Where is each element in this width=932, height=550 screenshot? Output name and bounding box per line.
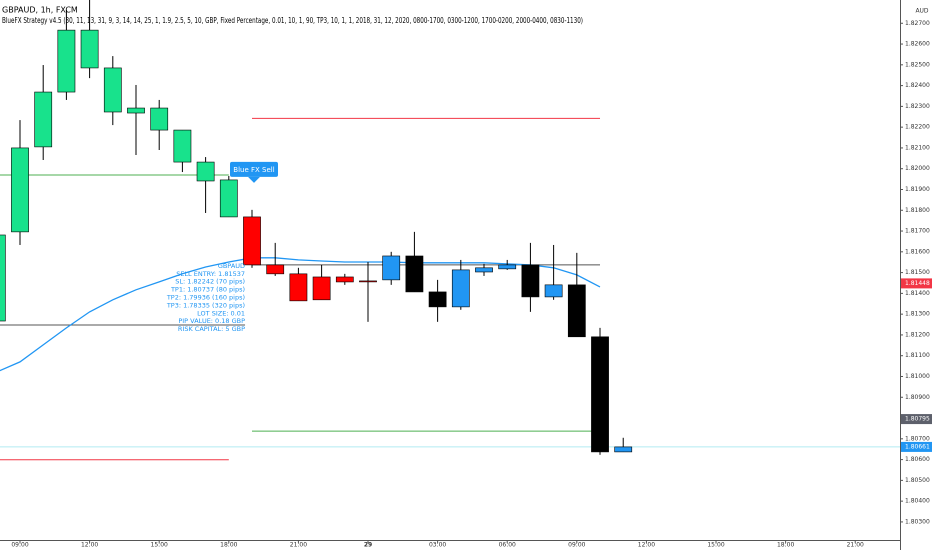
- candle-body: [428, 291, 447, 308]
- y-tick-label: 1.82600: [905, 41, 930, 48]
- y-tick-label: 1.81800: [905, 207, 930, 214]
- candle-body: [614, 446, 633, 453]
- signal-info: GBPAUD: [218, 262, 245, 270]
- signal-box: [230, 161, 279, 177]
- x-tick-label: 15:00: [707, 542, 724, 549]
- x-tick-label: 18:00: [777, 542, 794, 549]
- candle-body: [475, 267, 493, 273]
- moving-average: [0, 257, 601, 372]
- x-tick-label: 12:00: [638, 542, 655, 549]
- signal-label: Blue FX Sell: [233, 166, 274, 174]
- y-tick-label: 1.81600: [905, 248, 930, 255]
- x-tick-label: 18:00: [220, 542, 237, 549]
- y-tick-label: 1.82500: [905, 61, 930, 68]
- y-tick-label: 1.82400: [905, 82, 930, 89]
- candle-body: [521, 264, 540, 298]
- plot-area: [0, 0, 900, 461]
- x-tick-label: 21:00: [290, 542, 307, 549]
- candle-body: [266, 264, 285, 275]
- price-tag-label: 1.80661: [905, 443, 930, 450]
- signal-info: TP2: 1.79936 (160 pips): [166, 294, 245, 302]
- x-tick-label: 09:00: [11, 542, 28, 549]
- y-tick-label: 1.80600: [905, 456, 930, 463]
- y-tick-label: 1.82300: [905, 103, 930, 110]
- y-tick-label: 1.81900: [905, 186, 930, 193]
- x-tick-label: 03:00: [429, 542, 446, 549]
- signal-info: TP3: 1.78335 (320 pips): [166, 301, 245, 309]
- signal-pointer: [248, 176, 261, 183]
- x-tick-label: 06:00: [499, 542, 516, 549]
- candle-body: [173, 129, 192, 163]
- signal-info: SELL ENTRY: 1.81537: [176, 270, 245, 278]
- y-tick-label: 1.82700: [905, 20, 930, 27]
- candle-body: [57, 29, 76, 93]
- y-tick-label: 1.81400: [905, 290, 930, 297]
- currency: AUD: [915, 8, 928, 15]
- x-tick-label: 12:00: [81, 542, 98, 549]
- candle-body: [103, 67, 122, 113]
- price-tag: [901, 441, 932, 452]
- y-tick-label: 1.82100: [905, 144, 930, 151]
- candle-body: [591, 336, 609, 453]
- y-tick-label: 1.81200: [905, 331, 930, 338]
- candle-body: [359, 280, 377, 283]
- candle-body: [34, 91, 53, 148]
- signal-info: TP1: 1.80737 (80 pips): [170, 286, 245, 294]
- y-tick-label: 1.80700: [905, 435, 930, 442]
- y-tick-label: 1.80900: [905, 394, 930, 401]
- candle-body: [11, 147, 29, 233]
- y-tick-label: 1.82200: [905, 124, 930, 131]
- y-tick-label: 1.81500: [905, 269, 930, 276]
- candle-body: [405, 255, 424, 293]
- y-tick-label: 1.81000: [905, 373, 930, 380]
- y-tick-label: 1.80500: [905, 477, 930, 484]
- candle-body: [382, 255, 401, 281]
- price-tag-label: 1.80795: [905, 416, 930, 423]
- candle-body: [80, 29, 99, 69]
- y-tick-label: 1.81300: [905, 311, 930, 318]
- candle-body: [127, 107, 145, 114]
- y-tick-label: 1.81700: [905, 228, 930, 235]
- x-tick-label: 15:00: [151, 542, 168, 549]
- price-tag: [901, 414, 932, 425]
- price-tag: [901, 278, 932, 289]
- candle-body: [567, 284, 586, 338]
- signal-info: LOT SIZE: 0.01: [197, 309, 245, 317]
- y-tick-label: 1.81100: [905, 352, 930, 359]
- x-tick-label: 09:00: [568, 542, 585, 549]
- candle-body: [498, 264, 517, 270]
- candle-body: [150, 107, 169, 131]
- indicator-label: BlueFX Strategy v4.5 (30, 11, 13, 31, 9,…: [2, 16, 583, 25]
- signal-info: RISK CAPITAL: 5 GBP: [178, 325, 245, 333]
- candle-body: [0, 234, 6, 322]
- candle-body: [243, 216, 261, 266]
- price-tag-label: 1.81448: [905, 280, 930, 287]
- y-tick-label: 1.80300: [905, 518, 930, 525]
- candle-body: [312, 276, 331, 301]
- symbol: GBPAUD, 1h, FXCM: [2, 6, 78, 15]
- x-tick-label: 21:00: [847, 542, 864, 549]
- candle-body: [219, 179, 238, 218]
- candle-body: [544, 284, 563, 298]
- signal-info: PIP VALUE: 0.18 GBP: [178, 317, 245, 325]
- y-tick-label: 1.82000: [905, 165, 930, 172]
- candle-body: [196, 161, 215, 182]
- x-tick-label: 29: [364, 542, 372, 549]
- candle-body: [335, 276, 354, 283]
- candle-body: [451, 269, 470, 308]
- y-tick-label: 1.80400: [905, 498, 930, 505]
- candle-body: [289, 273, 308, 302]
- signal-info: SL: 1.82242 (70 pips): [175, 278, 245, 286]
